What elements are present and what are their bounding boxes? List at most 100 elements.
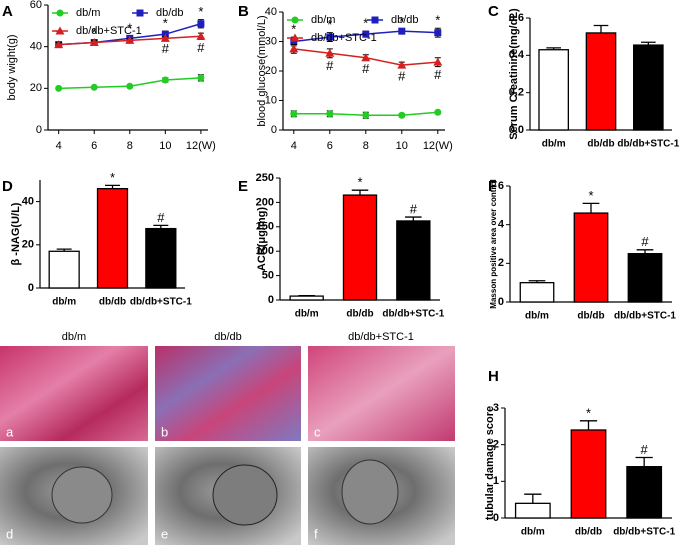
y-tick-label: 150 (256, 221, 274, 233)
marker (161, 76, 169, 84)
x-tick-label: db/m (525, 311, 549, 322)
significance-label: * (110, 170, 115, 185)
x-tick-label: db/db+STC-1 (613, 527, 675, 538)
significance-label: * (588, 188, 593, 203)
y-axis-label: β -NAG(U/L) (10, 202, 22, 265)
marker (362, 111, 370, 119)
x-tick-label: 6 (91, 140, 97, 152)
y-tick-label: 40 (265, 6, 277, 18)
error-bar (579, 420, 598, 430)
y-tick-label: 60 (30, 0, 42, 11)
bar (96, 187, 129, 289)
y-tick-label: 3 (493, 402, 499, 414)
x-tick-label: db/m (295, 309, 319, 320)
y-tick-label: 0.2 (509, 87, 524, 99)
bar (48, 250, 80, 289)
marker (197, 74, 205, 82)
panel-letter: E (238, 178, 248, 195)
bar (573, 212, 609, 303)
significance-label: * (291, 22, 296, 37)
marker (398, 27, 406, 35)
significance-label: * (163, 15, 168, 30)
x-tick-label: db/db (587, 139, 614, 150)
image-label: f (314, 526, 318, 541)
marker (160, 33, 170, 42)
image-label: c (314, 424, 321, 439)
x-tick-label: 10 (396, 140, 408, 152)
error-bar (582, 202, 600, 214)
marker (55, 26, 65, 35)
x-tick-label: db/db (577, 311, 604, 322)
y-tick-label: 0 (493, 512, 499, 524)
y-axis-label: Masson positive area over control (489, 179, 498, 308)
image-label: e (161, 526, 168, 541)
y-axis-label: body wight(g) (6, 34, 18, 100)
y-tick-label: 10 (265, 94, 277, 106)
significance-label: * (363, 16, 368, 31)
marker (326, 33, 334, 41)
x-tick-label: 10 (159, 140, 171, 152)
significance-label: # (157, 210, 165, 225)
y-tick-label: 2 (498, 257, 504, 269)
y-tick-label: 100 (256, 245, 274, 257)
x-tick-label: db/db (575, 527, 602, 538)
bar (633, 44, 664, 131)
y-axis-label: Serum Creatinine(mg/dL) (508, 8, 520, 140)
marker (90, 83, 98, 91)
x-tick-label: db/db (99, 297, 126, 308)
legend-label: db/db+STC-1 (311, 32, 377, 44)
significance-label: # (326, 58, 334, 73)
significance-label: # (398, 68, 406, 83)
marker (196, 31, 206, 40)
nucleus (51, 466, 113, 524)
bar (289, 295, 324, 301)
marker (125, 35, 135, 44)
marker (126, 82, 134, 90)
y-tick-label: 20 (265, 65, 277, 77)
significance-label: # (641, 442, 649, 457)
marker (362, 30, 370, 38)
nucleus (341, 459, 399, 525)
significance-label: * (198, 4, 203, 19)
bar (145, 227, 177, 289)
bar (626, 466, 663, 519)
y-tick-label: 0.0 (509, 124, 524, 136)
marker (197, 20, 205, 28)
panel-letter: D (2, 178, 13, 195)
y-tick-label: 0.6 (509, 12, 524, 24)
x-tick-label: db/m (521, 527, 545, 538)
x-tick-label: 12(W) (423, 140, 453, 152)
x-tick-label: db/db+STC-1 (614, 311, 676, 322)
y-tick-label: 6 (498, 180, 504, 192)
image-column-title: db/db (214, 331, 242, 343)
marker (291, 16, 299, 24)
marker (55, 84, 63, 92)
panel-letter: B (238, 3, 249, 20)
bar (627, 253, 663, 303)
marker (361, 53, 371, 62)
marker (371, 16, 379, 24)
y-tick-label: 250 (256, 172, 274, 184)
marker (434, 29, 442, 37)
significance-label: # (410, 201, 418, 216)
bar (585, 32, 617, 131)
significance-label: # (162, 41, 170, 56)
y-tick-label: 0 (498, 296, 504, 308)
marker (136, 9, 144, 17)
y-tick-label: 0 (268, 294, 274, 306)
image-column-title: db/db+STC-1 (348, 331, 414, 343)
marker (326, 110, 334, 118)
significance-label: # (362, 61, 370, 76)
error-bar (351, 189, 369, 196)
significance-label: # (641, 234, 649, 249)
y-tick-label: 0 (28, 282, 34, 294)
bar (514, 502, 551, 519)
marker (54, 40, 64, 49)
error-bar (524, 493, 542, 504)
histology-image (155, 346, 301, 441)
y-tick-label: 40 (30, 41, 42, 53)
image-column-title: db/m (62, 331, 86, 343)
marker (289, 44, 299, 53)
y-tick-label: 50 (262, 270, 274, 282)
x-tick-label: 6 (327, 140, 333, 152)
